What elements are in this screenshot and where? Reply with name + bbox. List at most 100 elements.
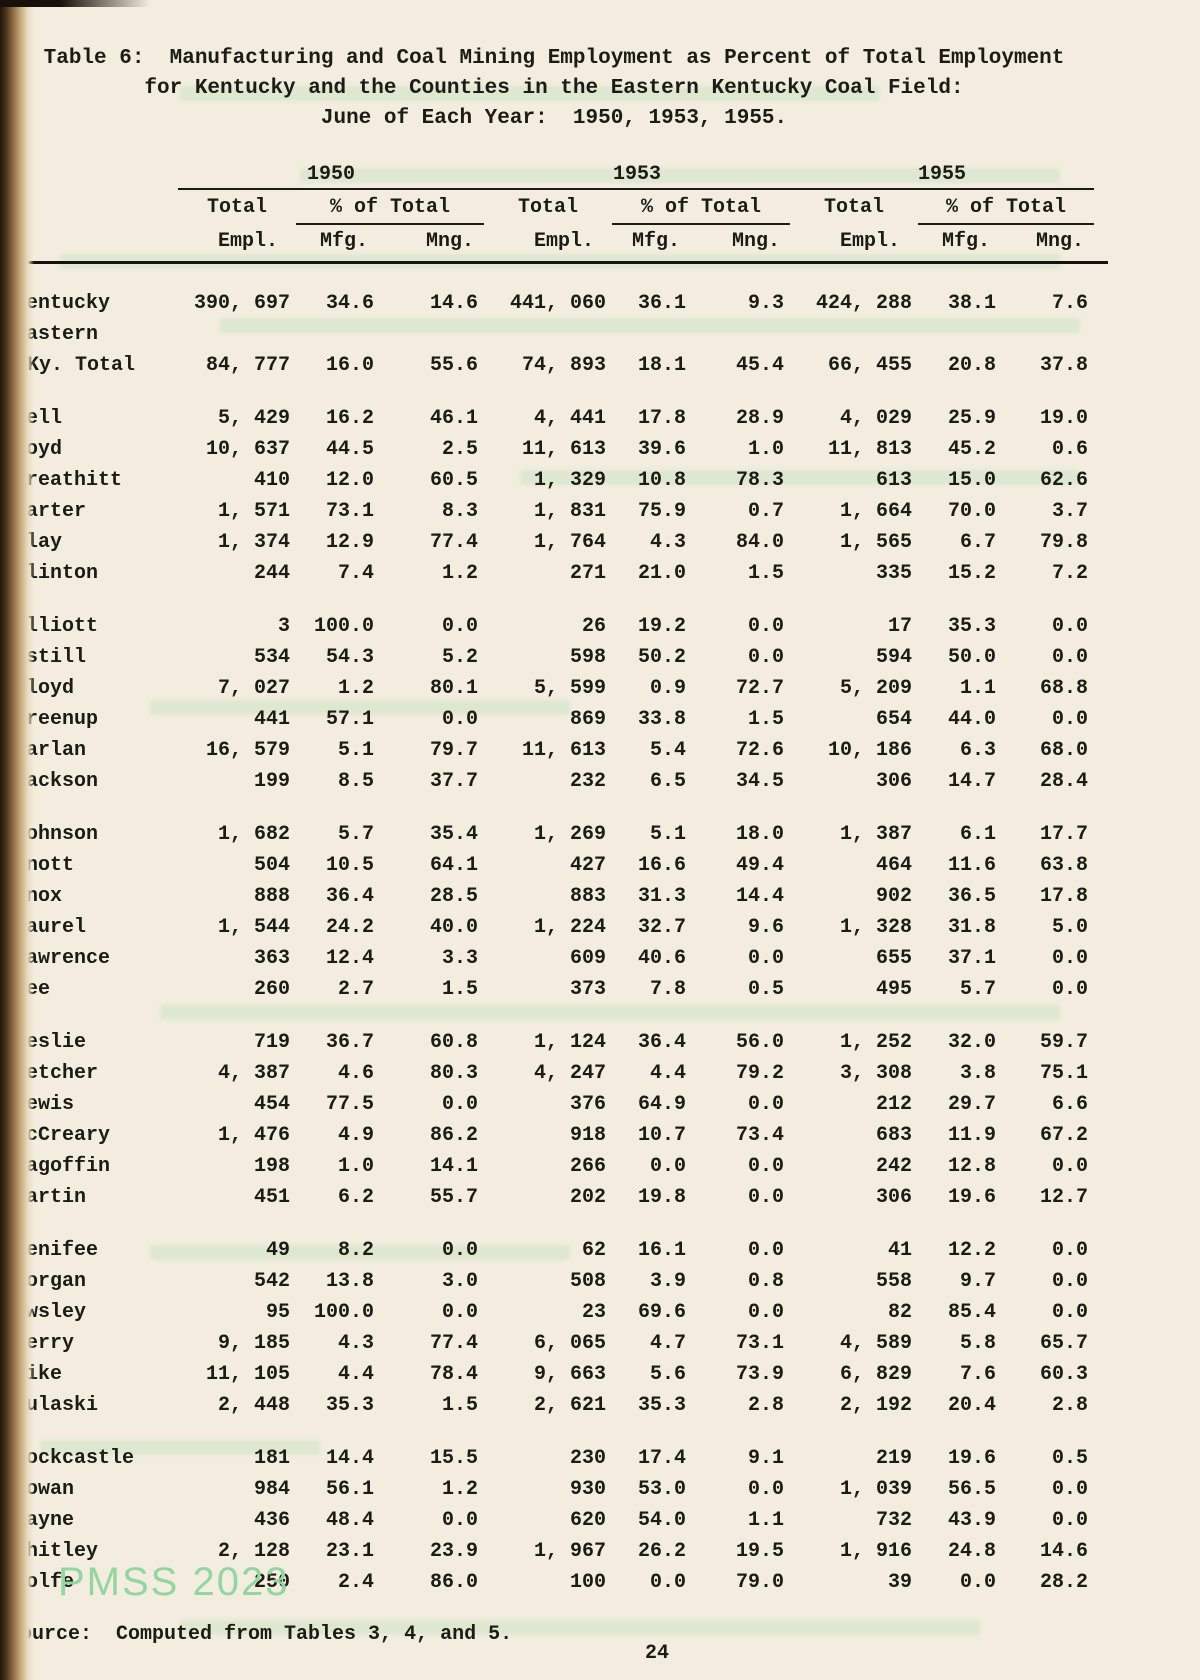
value-mng-1955: 0.0 [1051, 1239, 1088, 1262]
value-mfg-1950: 100.0 [313, 1301, 374, 1324]
value-mng-1955: 0.6 [1051, 438, 1088, 461]
value-mng-1955: 59.7 [1039, 1031, 1088, 1054]
value-mfg-1955: 50.0 [947, 646, 996, 669]
value-mng-1955: 0.0 [1051, 1509, 1088, 1532]
value-mng-1953: 72.6 [735, 739, 784, 762]
table-title: Table 6: Manufacturing and Coal Mining E… [0, 44, 1108, 134]
value-empl-1955: 1, 039 [839, 1478, 912, 1501]
county-label: Eastern [14, 323, 99, 346]
value-empl-1950: 49 [265, 1239, 290, 1262]
value-mfg-1950: 8.5 [337, 770, 374, 793]
value-mfg-1950: 12.0 [325, 469, 374, 492]
value-mng-1955: 14.6 [1039, 1540, 1088, 1563]
col-header-mfg-1953: Mfg. [631, 230, 680, 253]
value-empl-1950: 199 [253, 770, 290, 793]
value-mng-1955: 7.6 [1051, 292, 1088, 315]
value-mng-1950: 15.5 [429, 1447, 478, 1470]
value-mfg-1950: 35.3 [325, 1394, 374, 1417]
county-label: McCreary [14, 1124, 111, 1147]
value-mng-1950: 3.0 [441, 1270, 478, 1293]
table-row: Boyd 10, 637 44.5 2.5 11, 613 39.6 1.0 1… [0, 434, 1108, 465]
value-mfg-1953: 4.3 [649, 531, 686, 554]
value-mng-1953: 73.4 [735, 1124, 784, 1147]
table-row: Rockcastle 181 14.4 15.5 230 17.4 9.1 21… [0, 1443, 1108, 1474]
value-mfg-1953: 5.1 [649, 823, 686, 846]
pmss-watermark: PMSS 2023 [58, 1560, 290, 1604]
table-row: McCreary 1, 476 4.9 86.2 918 10.7 73.4 6… [0, 1120, 1108, 1151]
value-empl-1955: 613 [875, 469, 912, 492]
value-mng-1953: 0.0 [747, 1478, 784, 1501]
value-empl-1955: 212 [875, 1093, 912, 1116]
table-row: Pulaski 2, 448 35.3 1.5 2, 621 35.3 2.8 … [0, 1390, 1108, 1421]
table-row: Pike 11, 105 4.4 78.4 9, 663 5.6 73.9 6,… [0, 1359, 1108, 1390]
value-empl-1950: 390, 697 [193, 292, 290, 315]
value-empl-1953: 373 [569, 978, 606, 1001]
value-mfg-1955: 19.6 [947, 1186, 996, 1209]
value-mfg-1955: 70.0 [947, 500, 996, 523]
value-mng-1950: 46.1 [429, 407, 478, 430]
value-mng-1953: 0.5 [747, 978, 784, 1001]
value-mng-1950: 0.0 [441, 1509, 478, 1532]
value-empl-1950: 198 [253, 1155, 290, 1178]
value-empl-1955: 1, 916 [839, 1540, 912, 1563]
value-empl-1953: 1, 831 [533, 500, 606, 523]
value-mng-1953: 73.1 [735, 1332, 784, 1355]
value-mfg-1955: 45.2 [947, 438, 996, 461]
value-mng-1950: 79.7 [429, 739, 478, 762]
value-mng-1955: 5.0 [1051, 916, 1088, 939]
value-mng-1950: 37.7 [429, 770, 478, 793]
county-label: Pulaski [14, 1394, 99, 1417]
county-label: Rockcastle [14, 1447, 135, 1470]
table-row: Lewis 454 77.5 0.0 376 64.9 0.0 212 29.7… [0, 1089, 1108, 1120]
value-mng-1953: 2.8 [747, 1394, 784, 1417]
value-empl-1953: 4, 247 [533, 1062, 606, 1085]
value-empl-1955: 1, 664 [839, 500, 912, 523]
bleedthrough-ghost [40, 1440, 320, 1455]
value-mng-1950: 8.3 [441, 500, 478, 523]
value-empl-1955: 5, 209 [839, 677, 912, 700]
table-row: Carter 1, 571 73.1 8.3 1, 831 75.9 0.7 1… [0, 496, 1108, 527]
value-mng-1955: 63.8 [1039, 854, 1088, 877]
value-empl-1955: 219 [875, 1447, 912, 1470]
value-mng-1950: 80.1 [429, 677, 478, 700]
table-row: Harlan 16, 579 5.1 79.7 11, 613 5.4 72.6… [0, 735, 1108, 766]
value-mng-1955: 79.8 [1039, 531, 1088, 554]
value-mfg-1953: 3.9 [649, 1270, 686, 1293]
value-empl-1950: 451 [253, 1186, 290, 1209]
col-header-empl-1950: Empl. [217, 230, 278, 253]
table-row: Leslie 719 36.7 60.8 1, 124 36.4 56.0 1,… [0, 1027, 1108, 1058]
value-empl-1953: 883 [569, 885, 606, 908]
value-mng-1955: 60.3 [1039, 1363, 1088, 1386]
value-empl-1955: 655 [875, 947, 912, 970]
table-row: Wayne 436 48.4 0.0 620 54.0 1.1 732 43.9… [0, 1505, 1108, 1536]
value-mng-1955: 67.2 [1039, 1124, 1088, 1147]
value-mfg-1950: 8.2 [337, 1239, 374, 1262]
value-mng-1953 [692, 319, 790, 350]
value-empl-1950: 1, 476 [217, 1124, 290, 1147]
value-mng-1955: 0.0 [1051, 1270, 1088, 1293]
value-empl-1955: 4, 029 [839, 407, 912, 430]
value-mng-1950: 0.0 [441, 615, 478, 638]
value-mng-1953: 0.0 [747, 646, 784, 669]
value-mfg-1955 [918, 319, 1002, 350]
value-mfg-1950: 13.8 [325, 1270, 374, 1293]
table-row: Rowan 984 56.1 1.2 930 53.0 0.0 1, 039 5… [0, 1474, 1108, 1505]
value-mfg-1955: 29.7 [947, 1093, 996, 1116]
value-mfg-1950: 36.7 [325, 1031, 374, 1054]
value-empl-1953: 598 [569, 646, 606, 669]
value-mng-1955: 3.7 [1051, 500, 1088, 523]
value-mfg-1955: 6.3 [959, 739, 996, 762]
value-mng-1950: 77.4 [429, 531, 478, 554]
value-mfg-1955: 35.3 [947, 615, 996, 638]
value-mng-1950: 55.7 [429, 1186, 478, 1209]
col-header-mng-1955: Mng. [1035, 230, 1084, 253]
title-line-2: for Kentucky and the Counties in the Eas… [144, 77, 964, 100]
value-mfg-1955: 25.9 [947, 407, 996, 430]
value-empl-1953: 74, 893 [521, 354, 606, 377]
value-mng-1953: 9.1 [747, 1447, 784, 1470]
col-header-mfg-1950: Mfg. [319, 230, 368, 253]
value-mfg-1950: 100.0 [313, 615, 374, 638]
col-header-total-1950: Total [206, 196, 267, 219]
value-empl-1953: 23 [581, 1301, 606, 1324]
value-empl-1953: 266 [569, 1155, 606, 1178]
